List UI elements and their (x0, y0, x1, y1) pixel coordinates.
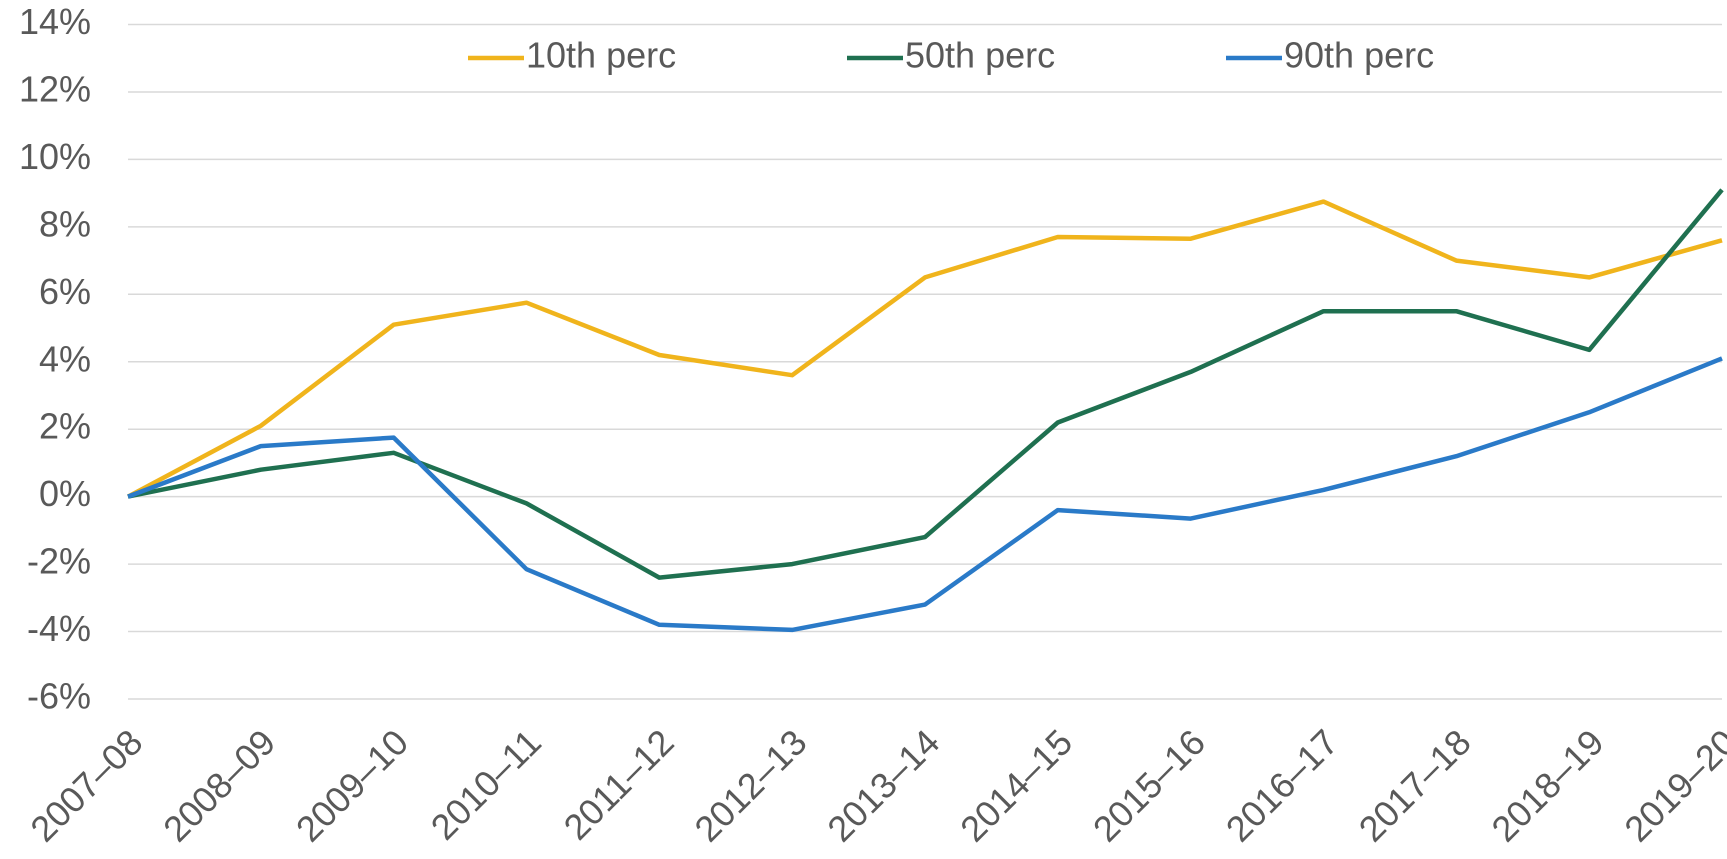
line-series (126, 199, 1723, 499)
x-tick-label: 2007–08 (22, 721, 150, 849)
y-tick-label: -6% (27, 676, 91, 717)
y-tick-label: 14% (19, 1, 91, 42)
x-tick-label: 2010–11 (423, 721, 549, 847)
legend-label: 90th perc (1284, 35, 1434, 76)
x-tick-label: 2018–19 (1483, 721, 1611, 849)
y-tick-label: 12% (19, 68, 91, 109)
line-series (127, 356, 1723, 633)
y-tick-label: 8% (39, 203, 91, 244)
x-tick-label: 2014–15 (952, 721, 1080, 849)
x-tick-label: 2017–18 (1351, 721, 1479, 849)
x-tick-label: 2012–13 (686, 721, 814, 849)
x-tick-label: 2011–12 (556, 721, 682, 847)
x-tick-label: 2019–20 (1616, 721, 1727, 849)
x-tick-label: 2013–14 (819, 721, 947, 849)
y-tick-label: 10% (19, 136, 91, 177)
legend-label: 10th perc (526, 35, 676, 76)
legend-label: 50th perc (905, 35, 1055, 76)
x-tick-label: 2008–09 (155, 721, 283, 849)
y-tick-label: 6% (39, 271, 91, 312)
y-tick-label: 4% (39, 338, 91, 379)
x-tick-label: 2009–10 (288, 721, 416, 849)
y-tick-label: 2% (39, 406, 91, 447)
x-tick-label: 2016–17 (1218, 721, 1346, 849)
y-tick-label: -4% (27, 608, 91, 649)
y-tick-label: 0% (39, 473, 91, 514)
line-series (127, 188, 1724, 580)
y-tick-label: -2% (27, 541, 91, 582)
x-tick-label: 2015–16 (1085, 721, 1213, 849)
